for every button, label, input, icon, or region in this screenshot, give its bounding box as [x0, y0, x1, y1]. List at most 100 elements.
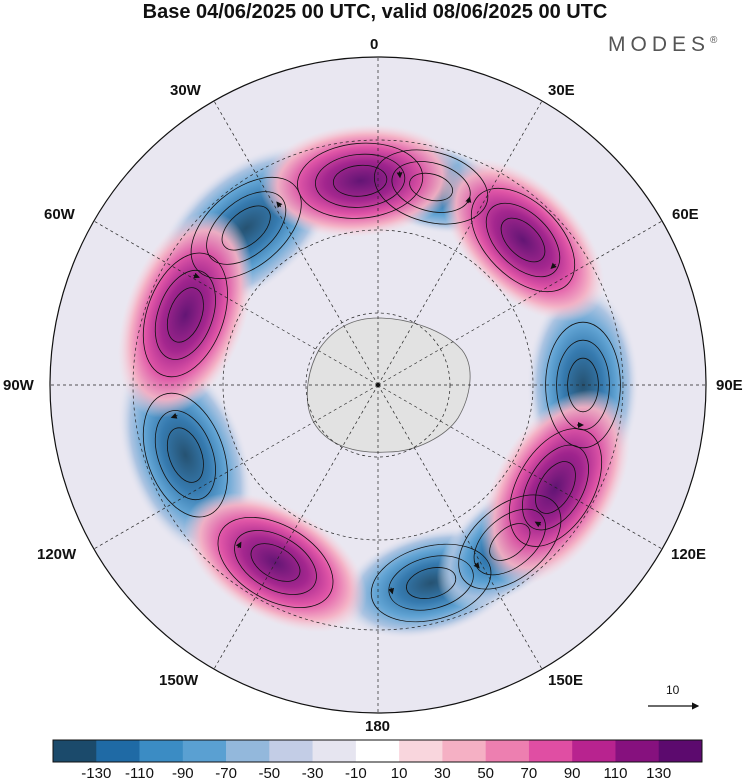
streamline [190, 176, 302, 280]
colorbar-tick-label: -30 [301, 765, 324, 782]
colorbar-tick-label: 110 [603, 765, 628, 782]
brand-text: MODES [608, 33, 711, 56]
colorbar-swatch [269, 740, 313, 762]
streamlines [142, 142, 621, 623]
colorbar-swatch [53, 740, 97, 762]
vector-scale-label: 10 [666, 683, 680, 697]
colorbar-tick-label: -130 [81, 765, 112, 782]
wind-arrow [396, 171, 403, 179]
streamline [206, 191, 287, 265]
wind-arrow [388, 587, 395, 595]
streamline [409, 172, 454, 202]
colorbar-tick-label: 30 [434, 765, 451, 782]
streamline [142, 252, 228, 378]
streamline [234, 530, 317, 595]
streamline [489, 523, 531, 561]
colorbar-tick-label: -50 [258, 765, 281, 782]
colorbar-swatch [572, 740, 616, 762]
streamline [373, 149, 489, 225]
lon-label-60e: 60E [672, 206, 699, 223]
wind-arrow [534, 521, 542, 528]
colorbar-swatch [399, 740, 443, 762]
meridian-line [377, 384, 543, 670]
streamline [332, 164, 388, 197]
lon-label-30w: 30W [170, 82, 201, 99]
streamline [142, 392, 228, 518]
colorbar-frame [52, 739, 703, 763]
colorbar-swatch [96, 740, 140, 762]
streamline [470, 187, 576, 293]
streamline [370, 543, 492, 623]
colorbar-tick-label: -90 [171, 765, 194, 782]
streamline [522, 444, 589, 531]
colorbar-tick-label: -110 [125, 765, 154, 782]
lon-label-150w: 150W [159, 672, 199, 689]
colorbar-tick-label: 130 [646, 765, 672, 782]
streamline [297, 142, 424, 219]
wind-arrow [465, 196, 472, 204]
lon-label-120e: 120E [671, 546, 707, 563]
streamline [154, 269, 216, 360]
lon-label-0: 0 [370, 36, 379, 53]
graticule [50, 57, 706, 713]
chart-title: Base 04/06/2025 00 UTC, valid 08/06/2025… [142, 1, 608, 23]
streamline [315, 153, 406, 208]
wind-arrow [550, 262, 557, 269]
streamline [166, 427, 204, 483]
latitude-circle [132, 139, 624, 631]
meridian-line [93, 384, 379, 550]
meridian-line [377, 220, 663, 386]
colorbar-swatch [226, 740, 270, 762]
colorbar-tick-label: -10 [345, 765, 367, 782]
meridian-line [213, 384, 379, 670]
positive-anomaly-cell [441, 158, 605, 322]
streamline [485, 202, 561, 278]
meridian-line [377, 100, 543, 386]
positive-anomaly-cell [259, 124, 461, 238]
lon-label-90e: 90E [716, 377, 743, 394]
streamline [567, 357, 599, 413]
wind-arrow [170, 412, 178, 419]
meridian-line [377, 384, 663, 550]
streamline [508, 428, 603, 547]
colorbar-swatch [485, 740, 530, 762]
antarctica-landmass [306, 317, 471, 453]
streamline [458, 494, 562, 590]
modes-logo: MODES® [608, 33, 717, 57]
streamline [221, 205, 271, 251]
colorbar-swatch [355, 740, 400, 762]
colorbar-tick-label: 10 [390, 765, 408, 782]
streamline [473, 508, 546, 576]
colorbar [52, 739, 703, 763]
latitude-circle [222, 229, 534, 541]
colorbar-swatch [658, 740, 703, 762]
latitude-circle [305, 312, 451, 458]
lon-label-30e: 30E [548, 82, 575, 99]
colorbar-swatch [139, 740, 184, 762]
colorbar-tick-label: 90 [563, 765, 581, 782]
colorbar-swatch [442, 740, 486, 762]
south-pole-marker [375, 382, 381, 388]
lon-label-90w: 90W [3, 377, 34, 394]
streamline [406, 567, 457, 599]
lon-label-120w: 120W [37, 546, 77, 563]
streamline [250, 543, 301, 582]
streamline [166, 287, 204, 343]
streamline [154, 410, 216, 501]
colorbar-tick-label: 50 [477, 765, 495, 782]
lon-label-60w: 60W [44, 206, 75, 223]
colorbar-tick-label: 70 [520, 765, 538, 782]
streamline [500, 217, 546, 263]
wind-arrow [276, 201, 283, 208]
wind-arrow [193, 272, 200, 279]
lon-label-180: 180 [365, 718, 391, 735]
lon-label-150e: 150E [548, 672, 584, 689]
colorbar-swatch [615, 740, 660, 762]
colorbar-swatch [528, 740, 573, 762]
colorbar-swatch [312, 740, 357, 762]
wind-arrow [235, 541, 242, 549]
meridian-line [213, 100, 379, 386]
wind-arrow [473, 562, 480, 569]
map-border [49, 56, 707, 714]
